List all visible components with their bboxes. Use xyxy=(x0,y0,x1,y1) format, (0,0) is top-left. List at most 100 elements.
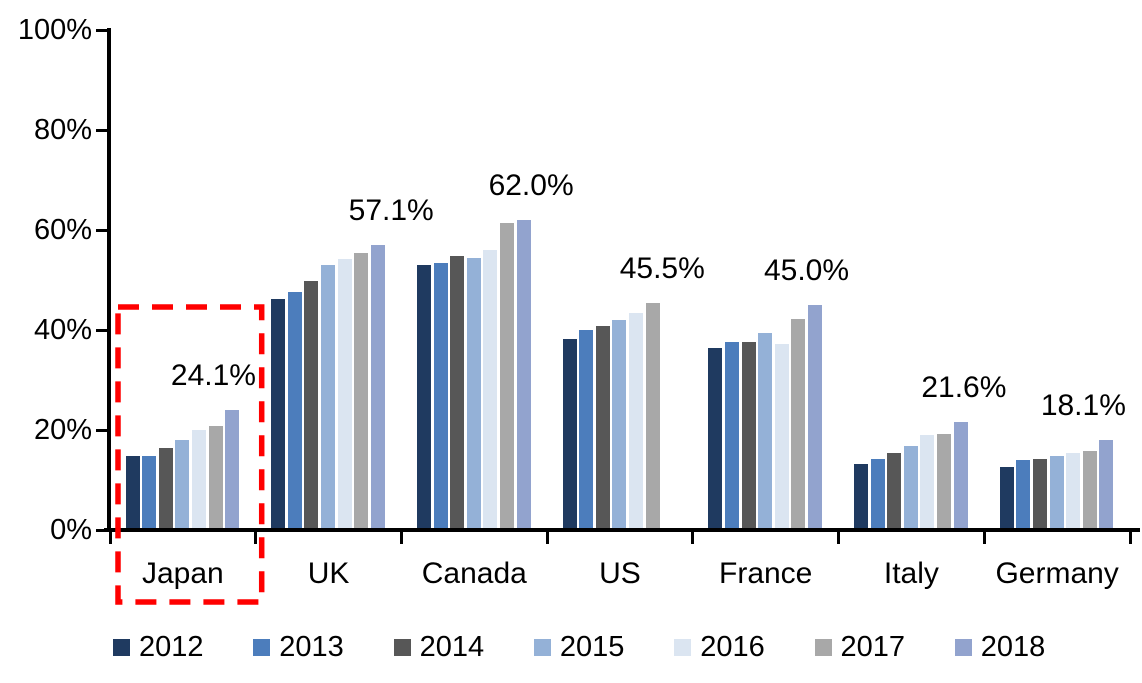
bar-2015-france xyxy=(758,333,773,530)
x-axis-category-label: US xyxy=(599,557,641,590)
legend-label-2017: 2017 xyxy=(840,631,906,663)
y-axis-tick-label: 40% xyxy=(33,314,92,346)
data-label-canada: 62.0% xyxy=(488,169,574,202)
bar-2013-germany xyxy=(1016,460,1031,530)
legend-item-2017: 2017 xyxy=(814,628,906,666)
data-label-uk: 57.1% xyxy=(348,193,434,227)
bar-2012-france xyxy=(708,348,723,530)
bar-2017-france xyxy=(791,318,806,530)
y-axis-tick xyxy=(96,428,111,432)
bar-2017-us xyxy=(645,302,660,530)
bar-2012-japan xyxy=(125,456,140,530)
x-axis-category-label: Canada xyxy=(421,557,527,590)
legend-label-2013: 2013 xyxy=(279,631,344,663)
bar-2016-italy xyxy=(920,435,935,530)
legend-swatch-2012 xyxy=(113,638,130,656)
x-axis-tick xyxy=(108,532,112,544)
legend-swatch-2014 xyxy=(393,638,411,656)
bar-2014-japan xyxy=(158,447,173,530)
bar-2016-japan xyxy=(191,430,206,530)
bar-2015-italy xyxy=(903,445,918,530)
bar-2013-uk xyxy=(287,291,302,530)
bar-2012-italy xyxy=(854,463,869,530)
x-axis-tick xyxy=(1128,532,1132,544)
y-axis-line xyxy=(107,28,111,532)
x-axis-tick xyxy=(399,532,403,544)
bar-2014-italy xyxy=(887,453,902,530)
x-axis-category-label: Germany xyxy=(995,557,1119,590)
bar-2013-japan xyxy=(142,455,157,530)
bar-2015-canada xyxy=(466,257,481,530)
y-axis-tick xyxy=(96,328,111,332)
bar-2013-france xyxy=(724,341,739,530)
legend-swatch-2018 xyxy=(954,638,972,656)
bar-2017-japan xyxy=(208,425,223,530)
bar-2018-japan xyxy=(225,409,240,530)
bar-2015-japan xyxy=(175,440,190,530)
bar-2016-france xyxy=(774,344,789,530)
y-axis-tick-label: 80% xyxy=(33,114,92,146)
bar-2015-uk xyxy=(321,265,335,530)
legend-label-2016: 2016 xyxy=(700,631,765,663)
x-axis-category-label: France xyxy=(719,557,813,590)
bar-2015-germany xyxy=(1049,456,1064,530)
bar-2012-germany xyxy=(999,467,1014,530)
legend-item-2015: 2015 xyxy=(533,628,625,666)
legend-label-2012: 2012 xyxy=(139,631,204,663)
x-axis-tick xyxy=(254,532,258,544)
bar-2012-uk xyxy=(271,299,286,530)
y-axis-tick-label: 0% xyxy=(50,514,92,546)
bar-2013-us xyxy=(579,330,594,530)
legend-item-2014: 2014 xyxy=(393,628,485,666)
y-axis-tick-label: 20% xyxy=(33,414,92,446)
legend-item-2018: 2018 xyxy=(954,628,1046,666)
bar-2012-canada xyxy=(416,265,431,530)
bar-2017-uk xyxy=(354,252,369,530)
x-axis-line xyxy=(104,528,1140,532)
bar-2018-canada xyxy=(516,220,531,530)
legend-item-2013: 2013 xyxy=(253,628,344,666)
bar-2017-canada xyxy=(499,222,514,530)
bar-2016-germany xyxy=(1066,452,1081,530)
bar-2014-canada xyxy=(450,256,465,530)
legend-label-2015: 2015 xyxy=(559,631,625,663)
bar-2016-us xyxy=(629,312,644,530)
bar-2013-canada xyxy=(433,263,448,530)
data-label-germany: 18.1% xyxy=(1040,388,1126,422)
legend-label-2014: 2014 xyxy=(419,631,485,663)
x-axis-category-label: Italy xyxy=(883,557,939,590)
legend-swatch-2015 xyxy=(533,638,551,656)
bar-2014-us xyxy=(595,325,610,530)
data-label-italy: 21.6% xyxy=(921,371,1007,404)
data-label-us: 45.5% xyxy=(619,251,705,285)
legend-swatch-2017 xyxy=(814,638,832,656)
legend-swatch-2013 xyxy=(253,638,271,656)
bar-2013-italy xyxy=(870,459,885,530)
x-axis-tick xyxy=(545,532,549,544)
legend-label-2018: 2018 xyxy=(980,631,1046,663)
bar-2018-italy xyxy=(953,422,968,530)
y-axis-tick-label: 100% xyxy=(17,14,92,46)
bar-2014-uk xyxy=(304,281,319,530)
legend-swatch-2016 xyxy=(674,638,692,656)
x-axis-tick xyxy=(691,532,695,544)
y-axis-tick xyxy=(96,528,111,532)
bar-2017-germany xyxy=(1082,450,1097,530)
data-label-japan: 24.1% xyxy=(170,358,256,392)
y-axis-tick-label: 60% xyxy=(33,214,92,246)
x-axis-category-label: Japan xyxy=(141,557,224,590)
bar-2014-france xyxy=(741,342,756,530)
bar-2014-germany xyxy=(1032,459,1047,530)
bar-2018-france xyxy=(807,305,822,530)
x-axis-tick xyxy=(837,532,841,544)
bar-2015-us xyxy=(612,320,627,530)
bar-2018-uk xyxy=(370,244,385,530)
legend-item-2012: 2012 xyxy=(113,628,204,666)
bar-2016-uk xyxy=(337,258,352,530)
bar-2016-canada xyxy=(483,250,498,530)
x-axis-category-label: UK xyxy=(307,557,350,590)
data-label-france: 45.0% xyxy=(763,254,850,287)
y-axis-tick xyxy=(96,228,111,232)
bar-2017-italy xyxy=(937,434,952,530)
